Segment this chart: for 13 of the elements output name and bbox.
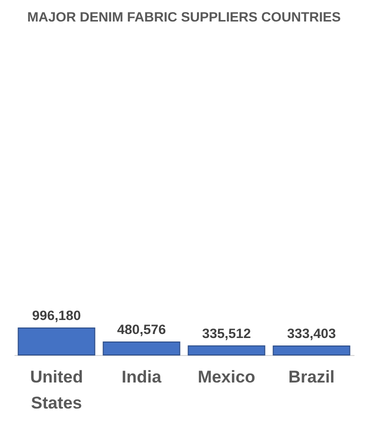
data-label: 996,180: [32, 308, 81, 323]
bar: [272, 345, 350, 356]
data-label: 480,576: [117, 322, 166, 337]
x-tick-label: Mexico: [198, 368, 256, 386]
x-tick-label: Brazil: [288, 368, 335, 386]
bar: [188, 345, 266, 356]
chart-title: MAJOR DENIM FABRIC SUPPLIERS COUNTRIES: [27, 10, 341, 24]
x-tick-label: United States: [30, 368, 83, 412]
data-label: 335,512: [202, 326, 251, 341]
bar: [102, 341, 180, 356]
data-label: 333,403: [287, 326, 336, 341]
x-tick-label: India: [122, 368, 162, 386]
bar: [18, 328, 96, 356]
